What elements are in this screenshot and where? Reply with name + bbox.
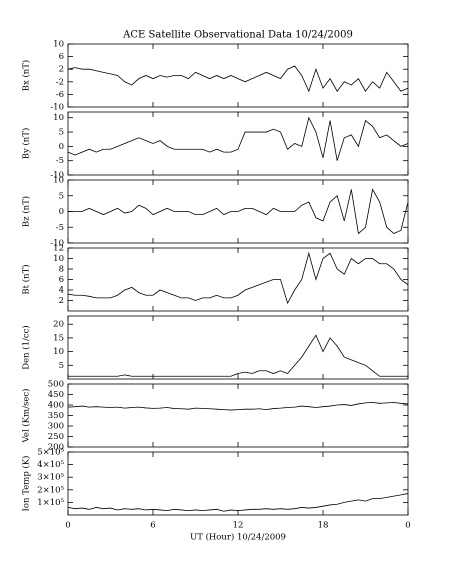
data-line xyxy=(67,493,409,512)
y-tick-label: 1×10⁵ xyxy=(37,498,64,508)
y-tick-label: 10 xyxy=(53,176,64,186)
x-tick-label: 0 xyxy=(65,521,70,531)
y-tick-label: 0 xyxy=(59,142,64,152)
y-tick-label: 8 xyxy=(59,265,64,275)
y-tick-label: 6 xyxy=(59,52,64,62)
data-line xyxy=(68,334,408,377)
y-tick-label: 200 xyxy=(48,443,64,453)
y-tick-label: -10 xyxy=(50,239,64,249)
y-tick-label: 10 xyxy=(53,40,64,50)
y-tick-label: 4 xyxy=(59,286,64,296)
x-tick-label: 12 xyxy=(233,521,244,531)
y-tick-label: 10 xyxy=(53,347,64,357)
panel-frame xyxy=(67,451,409,516)
y-tick-label: 5×10⁵ xyxy=(37,448,64,458)
y-tick-label: 6 xyxy=(59,275,64,285)
y-tick-label: 15 xyxy=(53,333,64,343)
y-tick-label: 5 xyxy=(59,361,64,371)
y-axis-label: Ion Temp (K) xyxy=(21,456,32,512)
y-tick-label: 10 xyxy=(53,254,64,264)
x-tick-label: 6 xyxy=(150,521,155,531)
y-tick-label: 500 xyxy=(48,380,64,390)
x-axis-label: UT (Hour) 10/24/2009 xyxy=(190,532,286,543)
data-line xyxy=(67,402,409,411)
y-axis-label: Bx (nT) xyxy=(21,60,32,92)
chart-title: ACE Satellite Observational Data 10/24/2… xyxy=(122,30,353,41)
y-tick-label: -6 xyxy=(56,90,64,100)
y-axis-label: Bt (nT) xyxy=(21,264,32,294)
y-tick-label: -5 xyxy=(56,223,64,233)
data-line xyxy=(68,188,409,235)
panel-frame xyxy=(67,247,409,312)
x-tick-label: 18 xyxy=(318,521,329,531)
y-tick-label: 450 xyxy=(48,390,64,400)
data-line xyxy=(67,116,409,161)
y-axis-label: Bz (nT) xyxy=(21,196,32,227)
y-axis-label: Den (1/cc) xyxy=(21,325,32,369)
y-tick-label: 0 xyxy=(59,207,64,217)
y-tick-label: 12 xyxy=(53,244,64,254)
y-tick-label: 5 xyxy=(59,128,64,138)
y-tick-label: 2 xyxy=(59,65,64,75)
y-tick-label: 400 xyxy=(48,401,64,411)
y-tick-label: -5 xyxy=(56,156,64,166)
panel-frame xyxy=(67,43,409,108)
y-tick-label: 350 xyxy=(48,411,64,421)
y-tick-label: 2 xyxy=(59,296,64,306)
y-tick-label: 300 xyxy=(48,422,64,432)
y-tick-label: 250 xyxy=(48,432,64,442)
y-tick-label: 20 xyxy=(53,320,64,330)
y-tick-label: -2 xyxy=(56,77,64,87)
y-tick-label: 3×10⁵ xyxy=(37,473,64,483)
y-tick-label: -10 xyxy=(50,103,64,113)
y-tick-label: 4×10⁵ xyxy=(37,460,64,470)
y-tick-label: -10 xyxy=(50,171,64,181)
panel-frame xyxy=(67,315,409,380)
y-axis-label: Vel (Km/sec) xyxy=(21,389,32,444)
y-axis-label: By (nT) xyxy=(21,128,32,160)
panel-frame xyxy=(67,383,409,448)
x-tick-label: 0 xyxy=(405,521,410,531)
y-tick-label: 5 xyxy=(59,191,64,201)
data-line xyxy=(67,65,409,93)
y-tick-label: 10 xyxy=(53,113,64,123)
data-line xyxy=(67,251,409,305)
y-tick-label: 2×10⁵ xyxy=(37,485,64,495)
